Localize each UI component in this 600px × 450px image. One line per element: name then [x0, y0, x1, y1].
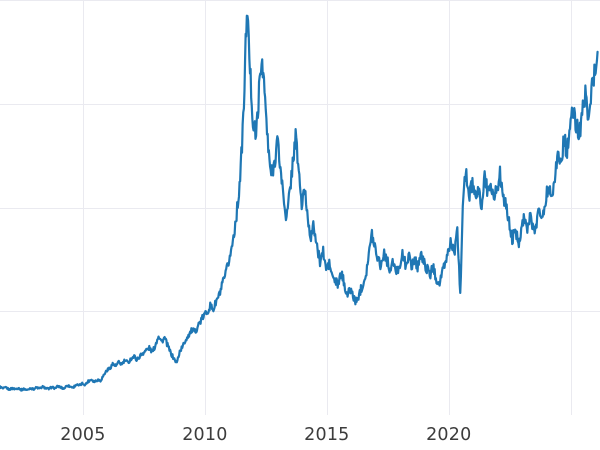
price-series-line [0, 14, 599, 392]
x-axis-tick-label-2010: 2010 [182, 425, 228, 445]
x-axis-tick-label-2005: 2005 [60, 425, 106, 445]
horizontal-gridlines [0, 0, 600, 313]
x-axis-tick-label-2015: 2015 [304, 425, 350, 445]
vertical-gridlines [82, 0, 573, 415]
x-axis-tick-label-2020: 2020 [426, 425, 472, 445]
